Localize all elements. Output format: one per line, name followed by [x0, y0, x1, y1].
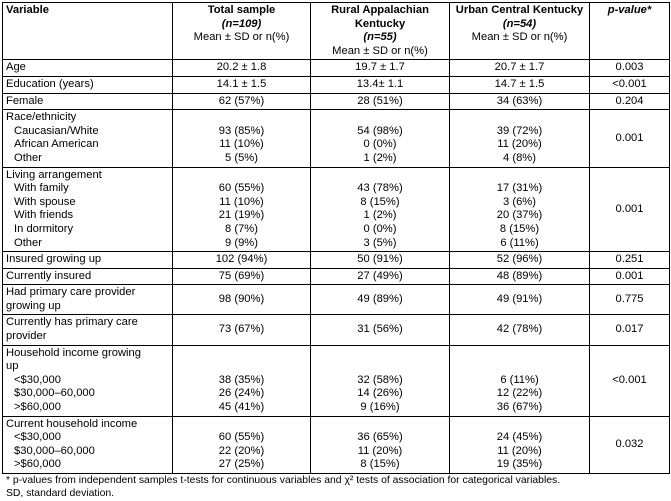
- cell-rural: 27 (49%): [310, 267, 450, 286]
- cell-urban: 48 (89%): [449, 267, 590, 286]
- cell-urban: 39 (72%) 11 (20%) 4 (8%): [449, 109, 590, 168]
- cell-pvalue: 0.251: [589, 251, 670, 269]
- cell-urban: 17 (31%) 3 (6%) 20 (37%) 8 (15%) 6 (11%): [449, 166, 590, 253]
- cell-rural: 43 (78%) 8 (15%) 1 (2%) 0 (0%) 3 (5%): [310, 166, 450, 253]
- cell-pvalue: <0.001: [589, 344, 670, 417]
- cell-rural: 49 (89%): [310, 284, 450, 316]
- cell-total: 38 (35%) 26 (24%) 45 (41%): [172, 344, 311, 417]
- row-label: Education (years): [2, 75, 173, 94]
- cell-pvalue: 0.001: [589, 267, 670, 286]
- cell-urban: 20.7 ± 1.7: [449, 59, 590, 77]
- header-rural: Rural Appalachian Kentucky (n=55) Mean ±…: [310, 1, 450, 61]
- table-header-row: Variable Total sample (n=109) Mean ± SD …: [2, 1, 670, 61]
- row-label: Age: [2, 59, 173, 77]
- cell-urban: 42 (78%): [449, 314, 590, 346]
- header-variable: Variable: [2, 1, 173, 61]
- cell-total: 73 (67%): [172, 314, 311, 346]
- table-row-living: Living arrangement With family With spou…: [2, 166, 670, 253]
- cell-total: 14.1 ± 1.5: [172, 75, 311, 94]
- cell-total: 93 (85%) 11 (10%) 5 (5%): [172, 109, 311, 168]
- row-label: Race/ethnicity Caucasian/White African A…: [2, 109, 173, 168]
- cell-rural: 28 (51%): [310, 92, 450, 111]
- cell-urban: 24 (45%) 11 (20%) 19 (35%): [449, 415, 590, 475]
- cell-rural: 13.4± 1.1: [310, 75, 450, 94]
- cell-urban: 52 (96%): [449, 251, 590, 269]
- cell-urban: 14.7 ± 1.5: [449, 75, 590, 94]
- cell-pvalue: <0.001: [589, 75, 670, 94]
- cell-urban: 34 (63%): [449, 92, 590, 111]
- cell-rural: 36 (65%) 11 (20%) 8 (15%): [310, 415, 450, 475]
- pvalue-footnote: * p-values from independent samples t-te…: [6, 475, 561, 486]
- cell-pvalue: 0.204: [589, 92, 670, 111]
- cell-total: 75 (69%): [172, 267, 311, 286]
- table-row: Currently insured 75 (69%) 27 (49%) 48 (…: [2, 267, 670, 286]
- table-row: Education (years) 14.1 ± 1.5 13.4± 1.1 1…: [2, 75, 670, 94]
- table-row: Insured growing up 102 (94%) 50 (91%) 52…: [2, 251, 670, 269]
- cell-pvalue: 0.032: [589, 415, 670, 475]
- cell-rural: 54 (98%) 0 (0%) 1 (2%): [310, 109, 450, 168]
- table-footnotes: * p-values from independent samples t-te…: [6, 475, 560, 501]
- row-label: Living arrangement With family With spou…: [2, 166, 173, 253]
- table-row-income-growing: Household income growing up <$30,000 $30…: [2, 344, 670, 417]
- cell-urban: 6 (11%) 12 (22%) 36 (67%): [449, 344, 590, 417]
- demographics-table: Variable Total sample (n=109) Mean ± SD …: [2, 1, 670, 475]
- row-label: Currently has primary care provider: [2, 314, 173, 346]
- table-row: Currently has primary care provider 73 (…: [2, 314, 670, 346]
- header-pvalue: p-value*: [589, 1, 670, 61]
- row-label: Had primary care provider growing up: [2, 284, 173, 316]
- cell-pvalue: 0.001: [589, 166, 670, 253]
- table-row: Had primary care provider growing up 98 …: [2, 284, 670, 316]
- row-label: Insured growing up: [2, 251, 173, 269]
- cell-rural: 19.7 ± 1.7: [310, 59, 450, 77]
- cell-total: 60 (55%) 22 (20%) 27 (25%): [172, 415, 311, 475]
- cell-pvalue: 0.003: [589, 59, 670, 77]
- cell-total: 20.2 ± 1.8: [172, 59, 311, 77]
- table-row-race: Race/ethnicity Caucasian/White African A…: [2, 109, 670, 168]
- table-row-income-current: Current household income <$30,000 $30,00…: [2, 415, 670, 475]
- cell-total: 60 (55%) 11 (10%) 21 (19%) 8 (7%) 9 (9%): [172, 166, 311, 253]
- row-label: Female: [2, 92, 173, 111]
- sd-footnote: SD, standard deviation.: [6, 487, 115, 499]
- row-label: Currently insured: [2, 267, 173, 286]
- cell-pvalue: 0.775: [589, 284, 670, 316]
- table-row: Age 20.2 ± 1.8 19.7 ± 1.7 20.7 ± 1.7 0.0…: [2, 59, 670, 77]
- cell-total: 62 (57%): [172, 92, 311, 111]
- cell-pvalue: 0.017: [589, 314, 670, 346]
- row-label: Household income growing up <$30,000 $30…: [2, 344, 173, 417]
- row-label: Current household income <$30,000 $30,00…: [2, 415, 173, 475]
- cell-pvalue: 0.001: [589, 109, 670, 168]
- cell-rural: 50 (91%): [310, 251, 450, 269]
- cell-rural: 32 (58%) 14 (26%) 9 (16%): [310, 344, 450, 417]
- cell-urban: 49 (91%): [449, 284, 590, 316]
- header-urban: Urban Central Kentucky (n=54) Mean ± SD …: [449, 1, 590, 61]
- cell-rural: 31 (56%): [310, 314, 450, 346]
- cell-total: 102 (94%): [172, 251, 311, 269]
- cell-total: 98 (90%): [172, 284, 311, 316]
- table-row: Female 62 (57%) 28 (51%) 34 (63%) 0.204: [2, 92, 670, 111]
- header-total: Total sample (n=109) Mean ± SD or n(%): [172, 1, 311, 61]
